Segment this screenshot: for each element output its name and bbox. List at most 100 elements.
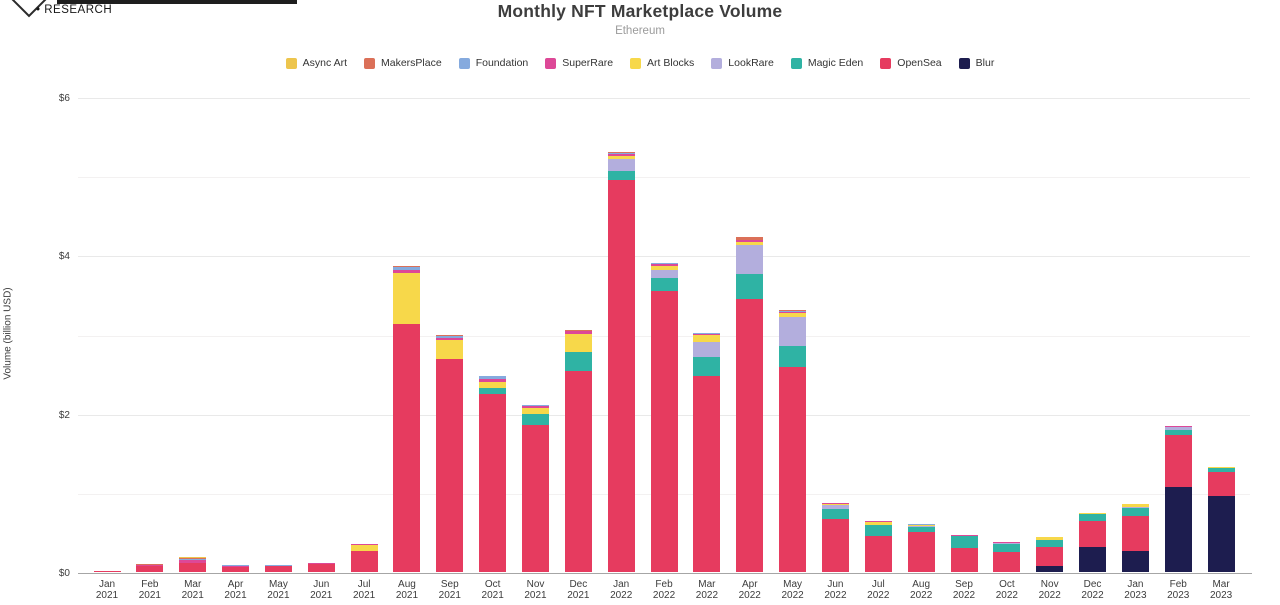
bar-segment-art-blocks xyxy=(693,335,721,343)
legend-item-art-blocks[interactable]: Art Blocks xyxy=(630,57,694,69)
bar-segment-art-blocks xyxy=(564,333,592,352)
legend-item-lookrare[interactable]: LookRare xyxy=(711,57,774,69)
bar-segment-opensea xyxy=(436,359,464,572)
legend-item-opensea[interactable]: OpenSea xyxy=(880,57,942,69)
bar-segment-opensea xyxy=(993,552,1021,572)
bar-segment-opensea xyxy=(736,298,764,572)
gridline-5 xyxy=(78,177,1250,179)
x-tick-label-nov-2022: Nov 2022 xyxy=(1038,579,1061,601)
bar-segment-opensea xyxy=(307,564,335,572)
y-tick-label-4: $4 xyxy=(58,251,70,263)
bar-segment-lookrare xyxy=(1121,507,1149,508)
bar-jan-2023 xyxy=(1121,503,1149,572)
bar-segment-magic-eden xyxy=(1164,430,1192,436)
bar-segment-opensea xyxy=(264,566,292,572)
bar-segment-blur xyxy=(1207,496,1235,572)
bar-segment-opensea xyxy=(136,565,164,572)
bar-segment-magic-eden xyxy=(779,345,807,367)
legend-item-magic-eden[interactable]: Magic Eden xyxy=(790,57,863,69)
legend-swatch-icon xyxy=(458,57,470,69)
chart-subtitle: Ethereum xyxy=(615,25,665,37)
bar-segment-art-blocks xyxy=(607,155,635,159)
bar-segment-art-blocks xyxy=(393,272,421,325)
bar-segment-magic-eden xyxy=(693,357,721,376)
legend-item-makersplace[interactable]: MakersPlace xyxy=(364,57,442,69)
bar-oct-2022 xyxy=(993,542,1021,572)
bar-segment-superrare xyxy=(350,544,378,546)
bar-segment-superrare xyxy=(522,405,549,409)
bar-segment-superrare xyxy=(864,521,892,523)
bar-dec-2021 xyxy=(564,330,592,572)
bar-segment-opensea xyxy=(179,562,207,572)
bar-segment-superrare xyxy=(436,337,464,341)
x-tick-label-jul-2021: Jul 2021 xyxy=(352,579,376,601)
x-tick-label-sep-2021: Sep 2021 xyxy=(438,579,461,601)
bar-segment-makersplace xyxy=(179,557,207,559)
bar-jan-2021 xyxy=(93,570,121,572)
gridline-4 xyxy=(78,256,1250,258)
bar-mar-2022 xyxy=(693,332,721,572)
legend-label: MakersPlace xyxy=(381,57,442,69)
bar-segment-blur xyxy=(1164,487,1192,572)
bar-segment-superrare xyxy=(907,524,935,526)
bar-segment-lookrare xyxy=(650,270,678,279)
legend-swatch-icon xyxy=(958,57,970,69)
bar-segment-lookrare xyxy=(1164,427,1192,431)
bar-sep-2022 xyxy=(950,535,978,572)
x-tick-label-oct-2022: Oct 2022 xyxy=(995,579,1018,601)
legend-swatch-icon xyxy=(790,57,802,69)
y-axis-title: Volume (billion USD) xyxy=(2,287,14,380)
bar-segment-foundation xyxy=(393,267,421,270)
bar-may-2022 xyxy=(779,310,807,572)
bar-segment-superrare xyxy=(393,269,421,273)
legend-item-async-art[interactable]: Async Art xyxy=(285,57,347,69)
bar-segment-makersplace xyxy=(222,564,250,566)
chart-title: Monthly NFT Marketplace Volume xyxy=(497,1,783,21)
x-tick-label-feb-2022: Feb 2022 xyxy=(652,579,676,601)
bar-segment-magic-eden xyxy=(1121,507,1149,516)
x-tick-label-may-2021: May 2021 xyxy=(267,579,290,601)
legend-item-foundation[interactable]: Foundation xyxy=(458,57,529,69)
legend-label: OpenSea xyxy=(897,57,942,69)
bar-segment-foundation xyxy=(222,565,250,567)
bar-segment-opensea xyxy=(350,551,378,572)
bar-segment-lookrare xyxy=(693,342,721,358)
x-tick-label-feb-2023: Feb 2023 xyxy=(1167,579,1190,601)
bar-segment-lookrare xyxy=(1036,539,1064,541)
bar-segment-opensea xyxy=(821,518,849,572)
bar-sep-2021 xyxy=(436,335,464,572)
bar-segment-makersplace xyxy=(736,237,764,240)
y-tick-label-0: $0 xyxy=(58,568,70,579)
x-tick-label-dec-2021: Dec 2021 xyxy=(567,579,590,601)
bar-segment-art-blocks xyxy=(479,382,507,389)
bar-segment-opensea xyxy=(907,532,935,572)
bar-segment-lookrare xyxy=(864,524,892,526)
legend: Async Art MakersPlace Foundation SuperRare A… xyxy=(0,57,1280,69)
legend-label: Async Art xyxy=(302,57,347,69)
bar-segment-opensea xyxy=(393,324,421,572)
legend-label: Foundation xyxy=(475,57,529,69)
bar-segment-foundation xyxy=(650,263,678,265)
bar-segment-blur xyxy=(1121,550,1149,572)
bar-segment-magic-eden xyxy=(821,508,849,519)
legend-item-superrare[interactable]: SuperRare xyxy=(545,57,613,69)
bar-segment-art-blocks xyxy=(1036,537,1064,540)
y-tick-label-6: $6 xyxy=(58,93,70,104)
bar-segment-opensea xyxy=(1079,520,1107,548)
x-tick-label-aug-2022: Aug 2022 xyxy=(910,579,933,601)
bar-jun-2021 xyxy=(307,562,335,572)
bar-segment-opensea xyxy=(1207,472,1235,496)
legend-swatch-icon xyxy=(880,57,892,69)
bar-segment-magic-eden xyxy=(522,413,549,425)
bar-segment-superrare xyxy=(650,264,678,266)
bar-segment-makersplace xyxy=(393,266,421,268)
bar-jun-2022 xyxy=(821,502,849,572)
bar-segment-foundation xyxy=(607,153,635,155)
bar-segment-superrare xyxy=(607,154,635,156)
legend-item-blur[interactable]: Blur xyxy=(958,57,994,69)
bar-segment-blur xyxy=(1036,566,1064,572)
bar-segment-magic-eden xyxy=(1207,468,1235,473)
bar-segment-art-blocks xyxy=(436,340,464,360)
bar-segment-magic-eden xyxy=(1079,514,1107,521)
bar-segment-superrare xyxy=(693,333,721,336)
